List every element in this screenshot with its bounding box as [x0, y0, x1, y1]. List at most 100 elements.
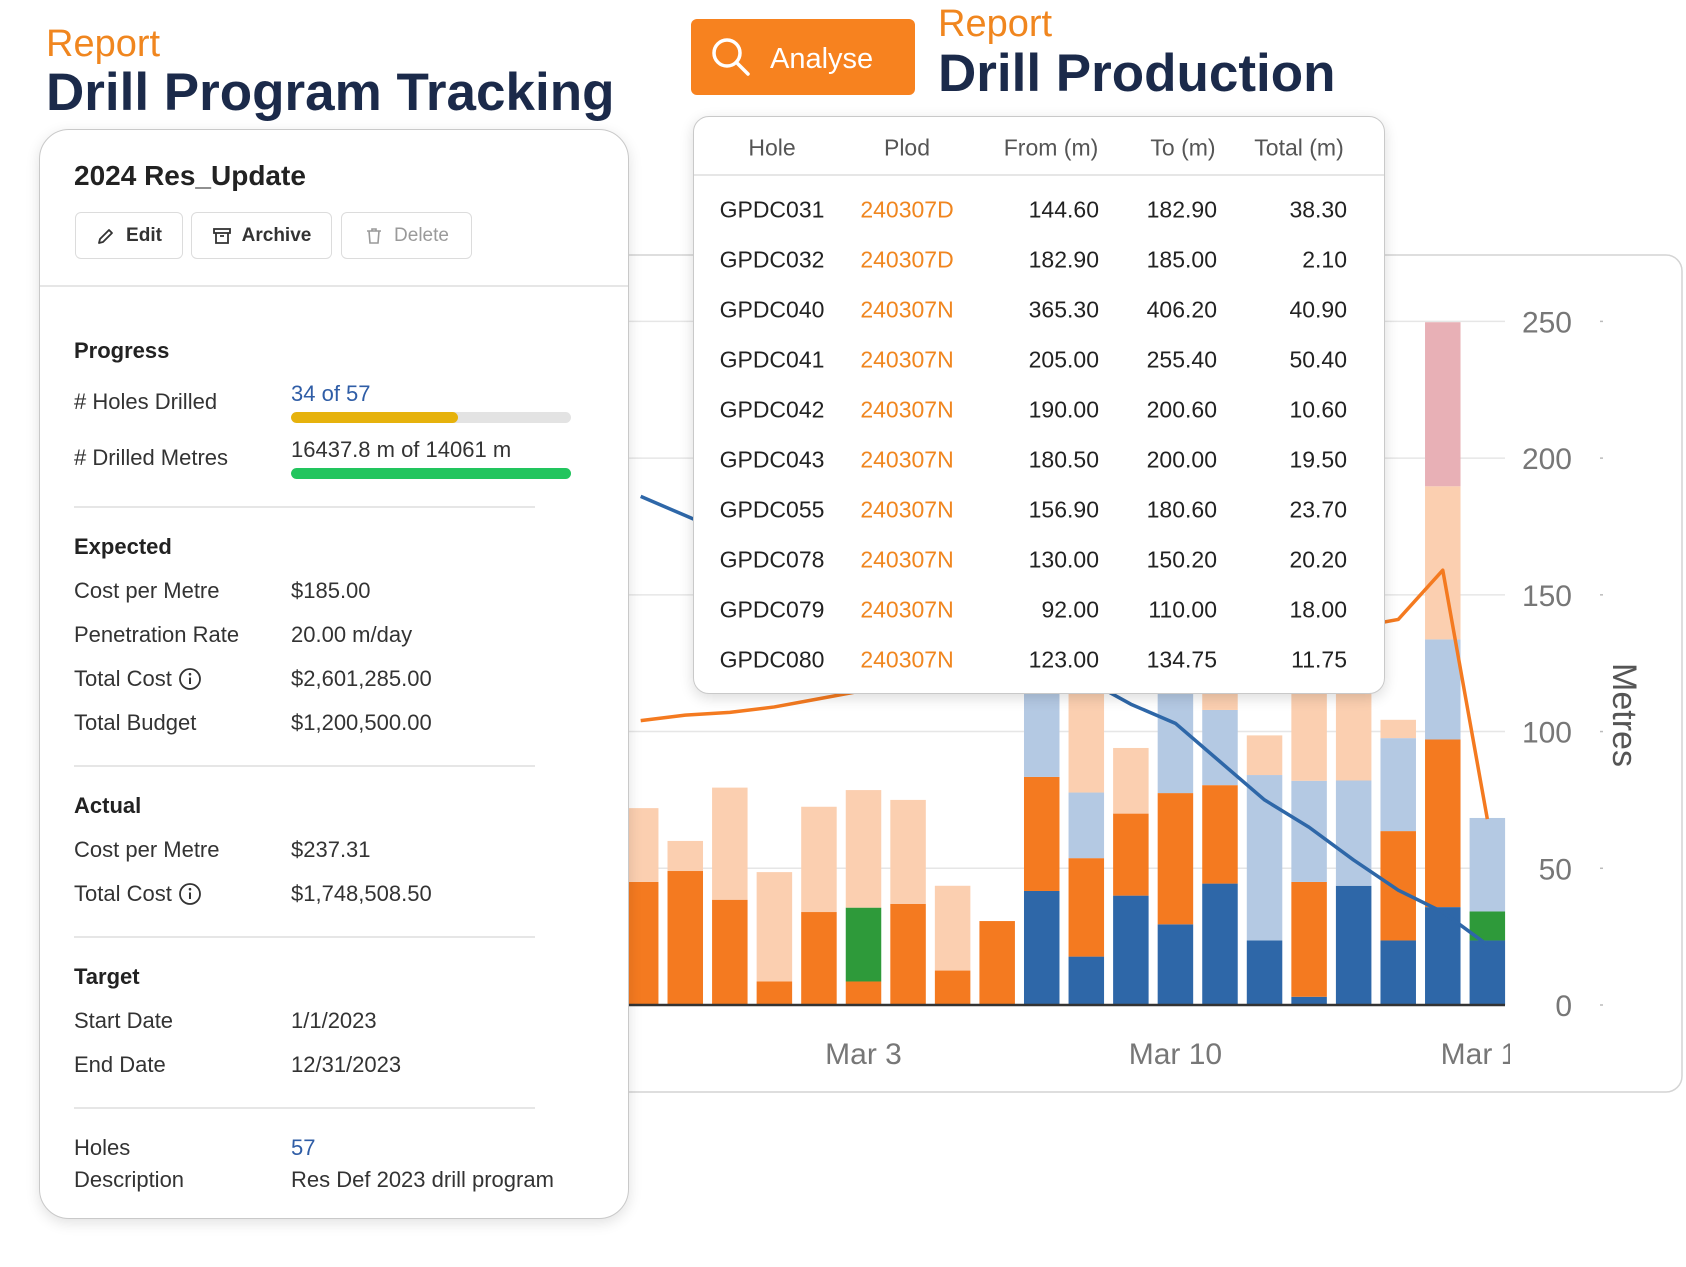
- bar-segment: [1023, 890, 1060, 1005]
- plod-link[interactable]: 240307N: [860, 446, 954, 473]
- x-tick-label: Mar 17: [1441, 1038, 1534, 1071]
- info-icon[interactable]: [178, 667, 202, 691]
- field-label: # Holes Drilled: [74, 389, 217, 415]
- bar-segment: [1335, 885, 1372, 1005]
- bar-segment: [1113, 747, 1149, 814]
- bar-segment: [667, 871, 704, 1005]
- field-label-text: Cost per Metre: [74, 837, 220, 862]
- bar-segment: [1425, 739, 1461, 908]
- plod-link[interactable]: 240307D: [860, 196, 954, 223]
- y-tick-label: 0: [1555, 990, 1572, 1023]
- field-value: 57: [291, 1135, 316, 1160]
- plod-link[interactable]: 240307N: [860, 396, 954, 423]
- y-tick-label: 100: [1522, 717, 1572, 750]
- field-label: Total Cost: [74, 666, 202, 692]
- metre-cell: 110.00: [1148, 596, 1217, 623]
- bar-segment: [1425, 322, 1461, 487]
- section-heading: Expected: [74, 534, 172, 559]
- bar-segment: [1246, 940, 1283, 1005]
- field-label-text: Description: [74, 1167, 185, 1192]
- production-table: Hole Plod From (m) To (m) Total (m) GPDC031 24…: [693, 116, 1385, 694]
- hole-id: GPDC043: [719, 446, 825, 473]
- bar-segment: [845, 790, 882, 908]
- field-value: 1/1/2023: [291, 1008, 377, 1033]
- button-icon: [212, 227, 231, 244]
- y-tick-label: 50: [1539, 853, 1572, 886]
- button-bg[interactable]: [691, 19, 915, 95]
- bar-segment: [1023, 776, 1060, 891]
- field-label: # Drilled Metres: [74, 445, 228, 471]
- divider: [74, 1107, 535, 1109]
- bar-segment: [1157, 924, 1194, 1005]
- field-label: Total Budget: [74, 710, 196, 736]
- bar-segment: [1335, 684, 1372, 781]
- bar-segment: [1113, 895, 1149, 1005]
- button-label[interactable]: Delete: [394, 224, 449, 246]
- bar-segment: [801, 912, 837, 1005]
- action-button[interactable]: Delete: [341, 212, 472, 259]
- search-icon: [712, 38, 742, 68]
- metre-cell: 18.00: [1289, 596, 1347, 623]
- field-label-text: Total Cost: [74, 881, 172, 906]
- metre-cell: 10.60: [1289, 396, 1347, 423]
- section-heading: Target: [74, 964, 140, 989]
- plod-link[interactable]: 240307D: [860, 246, 954, 273]
- field-value: 20.00 m/day: [291, 622, 413, 647]
- plod-link[interactable]: 240307N: [860, 546, 954, 573]
- hole-id: GPDC055: [719, 496, 825, 523]
- page-title: Drill Production: [938, 44, 1336, 103]
- divider: [74, 506, 535, 508]
- progress-track: [291, 468, 571, 479]
- field-value: $185.00: [291, 578, 371, 603]
- field-label: Start Date: [74, 1008, 173, 1034]
- plod-link[interactable]: 240307N: [860, 346, 954, 373]
- field-value: 16437.8 m of 14061 m: [291, 437, 512, 462]
- button-icon: [98, 228, 113, 244]
- metre-cell: 150.20: [1146, 546, 1217, 573]
- eyebrow: Report: [938, 3, 1052, 45]
- plod-link[interactable]: 240307N: [860, 596, 954, 623]
- hole-id: GPDC042: [719, 396, 825, 423]
- hole-id: GPDC080: [719, 646, 825, 673]
- progress-fill: [291, 468, 571, 479]
- bar-segment: [712, 899, 748, 1005]
- field-label-text: Total Budget: [74, 710, 197, 735]
- metre-cell: 134.75: [1146, 646, 1217, 673]
- bar-segment: [1157, 793, 1194, 925]
- column-header: Total (m): [1254, 134, 1344, 161]
- bar-segment: [1380, 719, 1416, 739]
- bar-segment: [845, 981, 882, 1005]
- hole-id: GPDC041: [719, 346, 825, 373]
- bar-segment: [1068, 858, 1105, 957]
- plod-link[interactable]: 240307N: [860, 496, 954, 523]
- button-label[interactable]: Analyse: [770, 43, 873, 75]
- action-button[interactable]: Edit: [75, 212, 183, 259]
- analyse-button[interactable]: Analyse: [691, 19, 915, 95]
- metre-cell: 144.60: [1028, 196, 1099, 223]
- button-label[interactable]: Edit: [126, 224, 162, 246]
- metre-cell: 50.40: [1289, 346, 1347, 373]
- bar-segment: [1068, 792, 1105, 859]
- y-tick-label: 200: [1522, 443, 1572, 476]
- info-icon[interactable]: [178, 882, 202, 906]
- field-label-text: # Drilled Metres: [74, 445, 229, 470]
- column-header: From (m): [1003, 134, 1099, 161]
- metre-cell: 255.40: [1146, 346, 1217, 373]
- field-value: $1,200,500.00: [291, 710, 432, 735]
- button-label[interactable]: Archive: [241, 224, 312, 246]
- progress-track: [291, 412, 571, 423]
- y-tick-label: 150: [1522, 580, 1572, 613]
- section-heading: Actual: [74, 793, 142, 818]
- hole-id: GPDC078: [719, 546, 825, 573]
- column-header: Plod: [883, 134, 931, 161]
- bar-segment: [712, 787, 748, 900]
- plod-link[interactable]: 240307N: [860, 646, 954, 673]
- x-axis: Mar 3 Mar 10 Mar 17: [825, 1038, 1534, 1071]
- field-label: Holes: [74, 1135, 130, 1161]
- bar-segment: [1068, 956, 1105, 1005]
- action-button[interactable]: Archive: [191, 212, 332, 259]
- field-value: $2,601,285.00: [291, 666, 432, 691]
- program-name: 2024 Res_Update: [74, 160, 306, 191]
- plod-link[interactable]: 240307N: [860, 296, 954, 323]
- bar-segment: [1425, 486, 1461, 640]
